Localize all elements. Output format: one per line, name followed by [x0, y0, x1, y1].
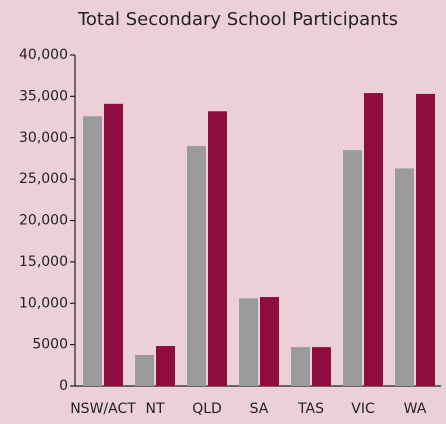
bar	[312, 347, 331, 386]
bar	[156, 346, 175, 386]
y-tick-label: 10,000	[19, 295, 68, 311]
y-tick-label: 15,000	[19, 254, 68, 270]
y-tick-label: 30,000	[19, 130, 68, 146]
bar	[416, 93, 435, 386]
bar	[364, 93, 383, 386]
y-tick-label: 5000	[32, 337, 68, 353]
bar	[104, 103, 123, 386]
bar	[239, 298, 258, 386]
y-tick-label: 0	[59, 378, 68, 394]
bar	[208, 111, 227, 387]
x-tick-label: TAS	[297, 401, 324, 417]
x-tick-label: NSW/ACT	[70, 401, 136, 417]
bar	[83, 116, 102, 387]
bar	[260, 297, 279, 386]
bar	[395, 168, 414, 386]
x-tick-label: VIC	[351, 401, 375, 417]
chart-title: Total Secondary School Participants	[77, 9, 398, 30]
bar	[343, 150, 362, 386]
x-tick-label: QLD	[192, 401, 222, 417]
x-tick-label: NT	[145, 401, 164, 417]
y-tick-label: 25,000	[19, 171, 68, 187]
y-tick-label: 35,000	[19, 88, 68, 104]
bar	[135, 354, 154, 386]
bar	[187, 146, 206, 386]
y-tick-label: 40,000	[19, 47, 68, 63]
bar	[291, 347, 310, 386]
y-tick-label: 20,000	[19, 213, 68, 229]
x-tick-label: SA	[250, 401, 269, 417]
x-tick-label: WA	[404, 401, 427, 417]
